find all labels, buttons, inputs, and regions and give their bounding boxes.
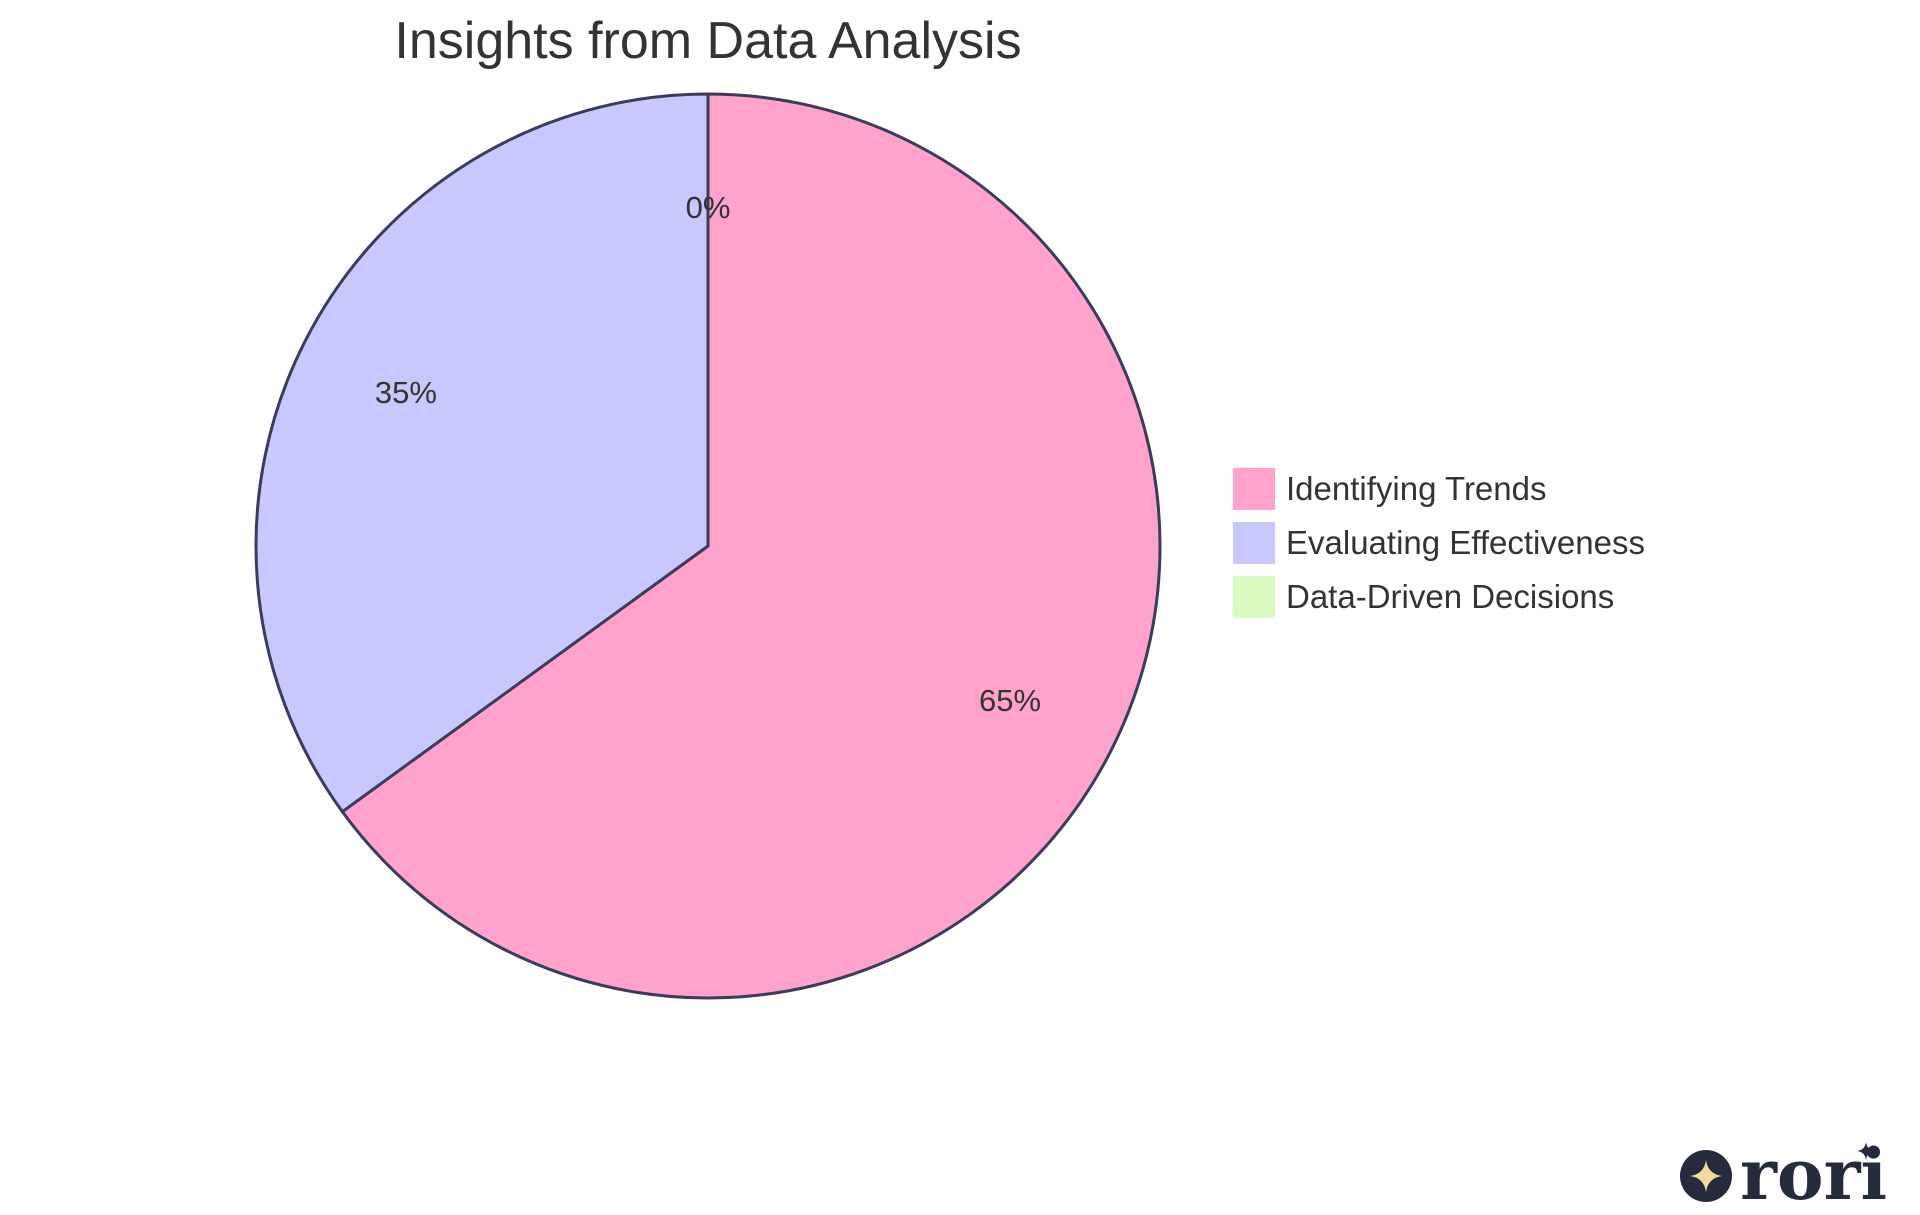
pie-slice-identifying-trends: [340, 92, 1162, 1000]
legend-swatch-data-driven-decisions: [1231, 574, 1277, 620]
pie-slice-evaluating-effectiveness: [254, 92, 710, 814]
logo-wordmark: rori: [1740, 1133, 1887, 1215]
rori-logo: rori: [1680, 1133, 1887, 1215]
legend-label-identifying-trends: Identifying Trends: [1286, 470, 1547, 507]
slice-label-data-driven-decisions: 0%: [686, 190, 731, 225]
slice-label-identifying-trends: 65%: [979, 683, 1041, 718]
legend-label-evaluating-effectiveness: Evaluating Effectiveness: [1286, 524, 1645, 561]
legend-label-data-driven-decisions: Data-Driven Decisions: [1286, 578, 1614, 615]
logo-star-icon: [1690, 1160, 1722, 1192]
chart-title: Insights from Data Analysis: [394, 12, 1021, 70]
slice-label-evaluating-effectiveness: 35%: [375, 375, 437, 410]
legend-swatch-evaluating-effectiveness: [1231, 520, 1277, 566]
legend: Identifying Trends Evaluating Effectivene…: [1231, 466, 1645, 620]
logo-sparkle-icon: [1857, 1142, 1875, 1160]
legend-swatch-identifying-trends: [1231, 466, 1277, 512]
pie-slices: [254, 92, 1162, 1000]
slice-labels: 65% 35% 0%: [375, 190, 1041, 718]
